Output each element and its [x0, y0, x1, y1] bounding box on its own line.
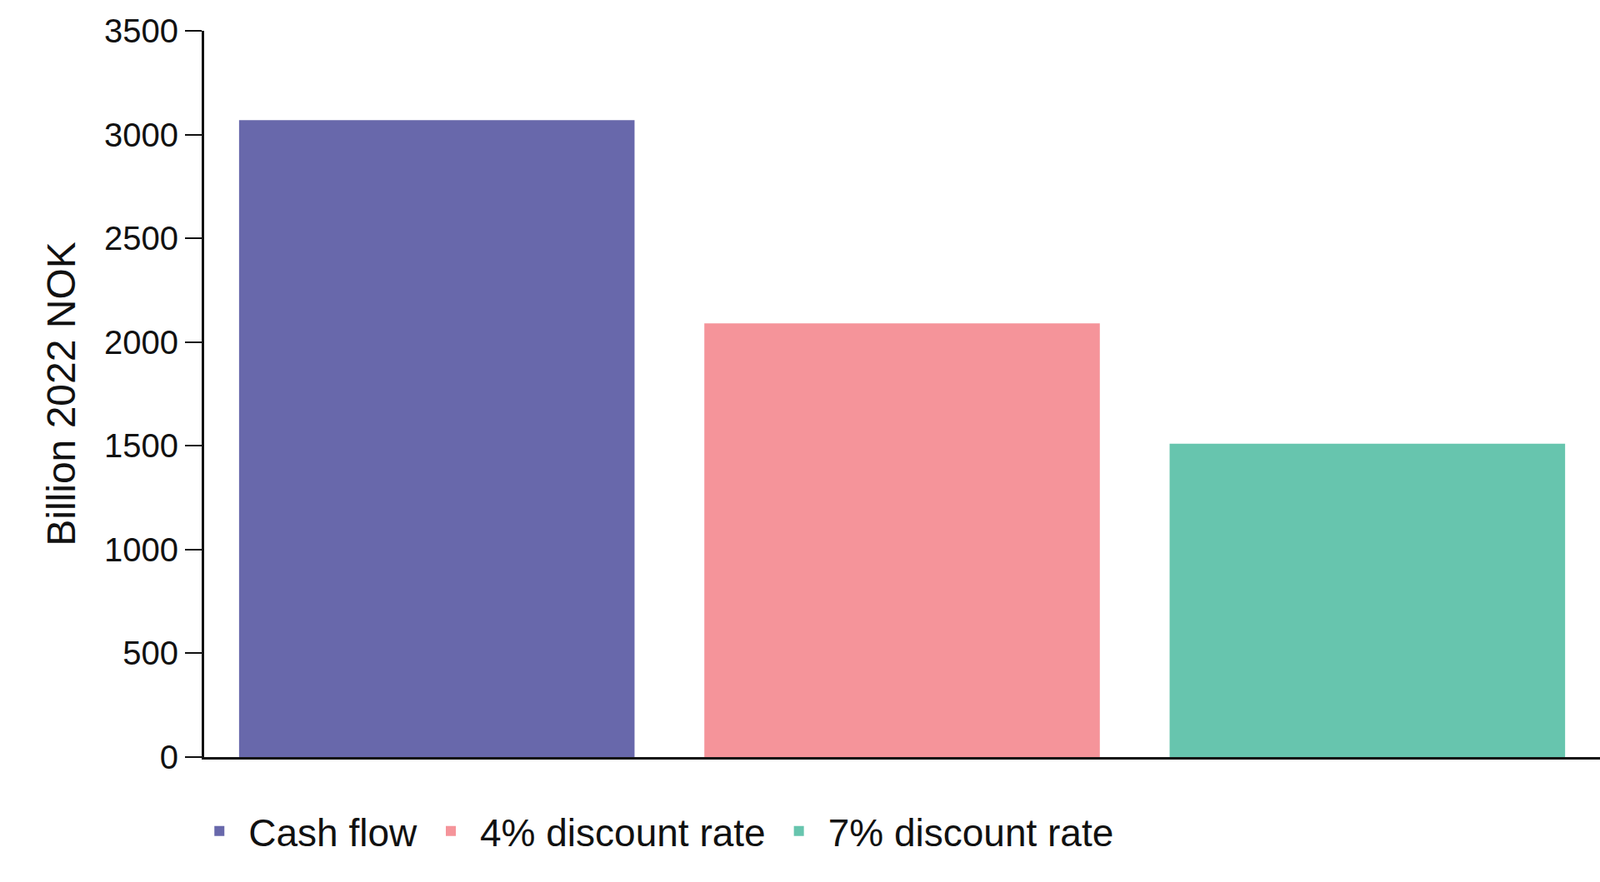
svg-text:Billion 2022 NOK: Billion 2022 NOK — [39, 241, 84, 547]
svg-text:3500: 3500 — [104, 12, 179, 50]
svg-text:2500: 2500 — [104, 220, 179, 257]
svg-text:0: 0 — [160, 739, 179, 776]
svg-text:4% discount rate: 4% discount rate — [480, 811, 766, 855]
svg-text:2000: 2000 — [104, 324, 179, 361]
svg-text:7% discount rate: 7% discount rate — [828, 811, 1115, 855]
svg-text:1000: 1000 — [104, 531, 179, 569]
svg-text:3000: 3000 — [104, 116, 179, 154]
svg-text:Cash flow: Cash flow — [248, 811, 418, 855]
svg-text:500: 500 — [122, 635, 179, 672]
svg-text:1500: 1500 — [104, 427, 179, 465]
